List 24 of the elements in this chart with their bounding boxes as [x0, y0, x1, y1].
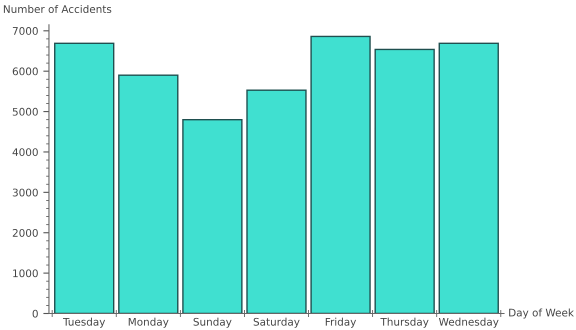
x-tick-label: Thursday: [380, 318, 429, 328]
bar: [54, 42, 114, 314]
x-tick-label: Saturday: [254, 318, 300, 328]
bar: [310, 36, 371, 314]
y-tick-label: 4000: [12, 148, 38, 156]
y-tick-label: 1000: [13, 269, 38, 278]
x-tick-label: Sunday: [194, 318, 232, 328]
y-tick-label: 2000: [12, 228, 38, 237]
y-tick-label: 0: [32, 310, 38, 318]
y-tick-label: 3000: [12, 188, 38, 196]
x-tick-label: Wednesday: [438, 318, 499, 328]
bar: [438, 42, 499, 314]
x-tick-label: Friday: [326, 318, 356, 328]
bar: [118, 74, 178, 314]
bar: [374, 48, 435, 314]
y-axis-title: Number of Accidents: [4, 4, 112, 14]
bar: [182, 118, 243, 314]
x-axis-title: Day of Week: [509, 308, 574, 319]
bar: [246, 89, 307, 314]
x-tick-label: Tuesday: [62, 318, 106, 328]
y-tick-label: 6000: [12, 67, 38, 76]
y-tick-label: 5000: [12, 108, 38, 116]
y-tick-label: 7000: [12, 27, 38, 35]
x-tick-label: Monday: [128, 318, 169, 328]
